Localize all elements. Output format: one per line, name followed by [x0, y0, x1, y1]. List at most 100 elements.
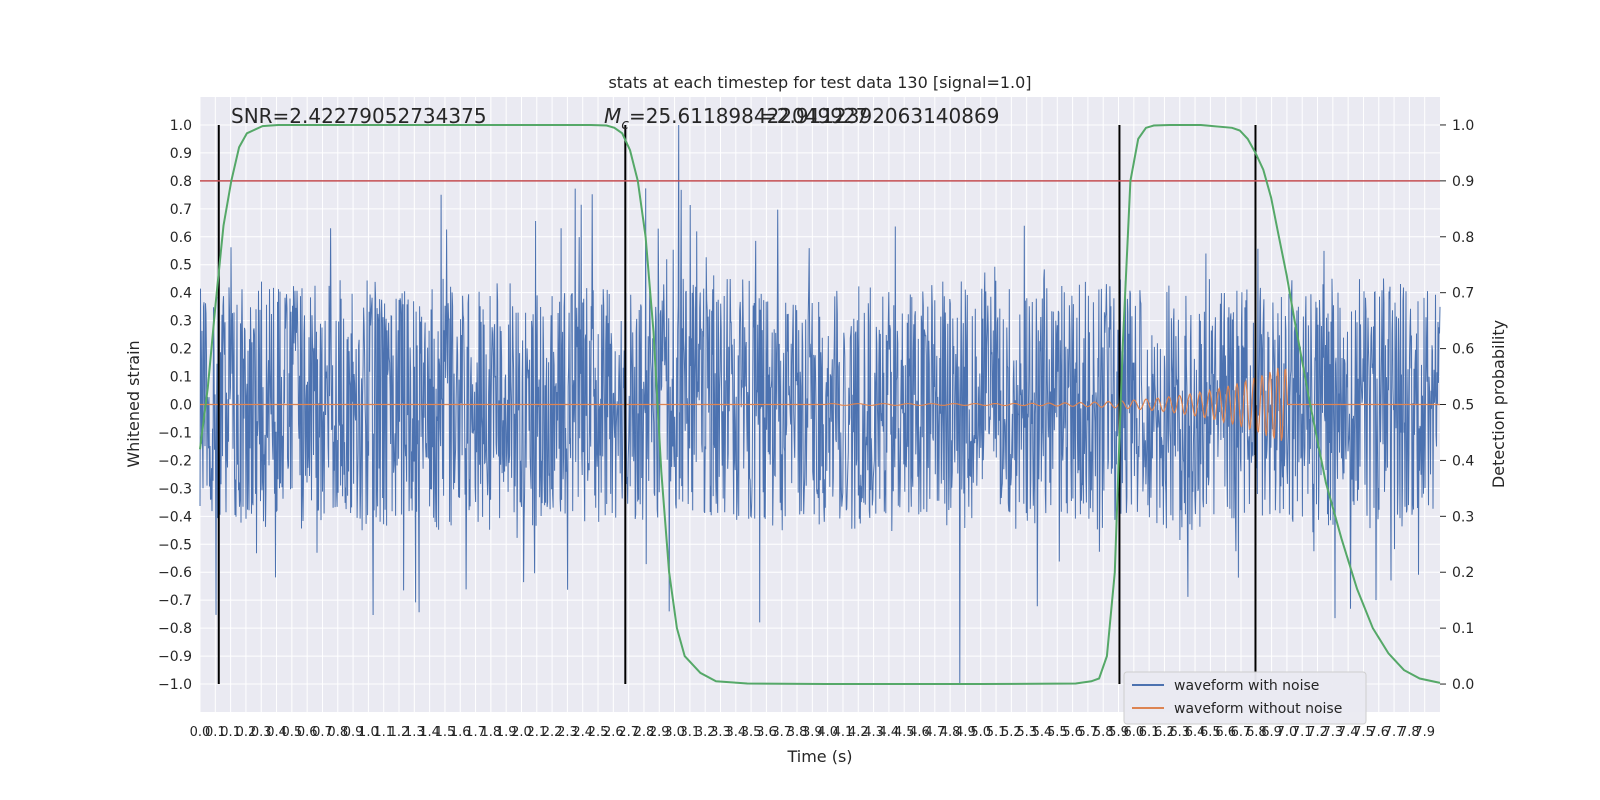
y-axis-label-left: Whitened strain [124, 340, 143, 467]
y-tick-left-label: −0.6 [158, 565, 192, 581]
x-tick-label: 7.0 [1277, 725, 1298, 740]
y-tick-left-label: 0.1 [170, 370, 192, 386]
x-tick-label: 4.3 [863, 725, 884, 740]
y-tick-left-label: 0.0 [170, 398, 192, 414]
x-tick-label: 1.6 [450, 725, 471, 740]
y-tick-right-label: 0.2 [1452, 565, 1474, 581]
x-tick-label: 0.1 [205, 725, 226, 740]
x-axis-label: Time (s) [786, 747, 852, 766]
x-tick-label: 5.3 [1016, 725, 1037, 740]
x-ticks: 0.00.10.10.20.30.40.50.60.70.80.91.01.11… [190, 725, 1435, 740]
y-tick-left-label: −0.4 [158, 509, 192, 525]
x-tick-label: 3.4 [725, 725, 746, 740]
y-tick-left-label: 0.2 [170, 342, 192, 358]
y-tick-left-label: 0.6 [170, 230, 192, 246]
y-axis-label-right: Detection probability [1489, 320, 1508, 488]
x-tick-label: 2.0 [511, 725, 532, 740]
chart-title: stats at each timestep for test data 130… [608, 73, 1031, 92]
snr-annotation: SNR=2.42279052734375 [231, 104, 487, 128]
x-tick-label: 3.6 [756, 725, 777, 740]
x-tick-label: 0.6 [297, 725, 318, 740]
x-tick-label: 3.9 [802, 725, 823, 740]
y-ticks-left: −1.0 −0.9 −0.8 −0.7 −0.6 −0.5 −0.4 −0.3 −0.2 −0.1… [158, 118, 192, 693]
chirp-mass-symbol: M [604, 104, 621, 128]
y-tick-right-label: 0.0 [1452, 677, 1474, 693]
x-tick-label: 4.6 [909, 725, 930, 740]
x-tick-label: 1.5 [435, 725, 456, 740]
x-tick-label: 1.1 [373, 725, 394, 740]
y-tick-right-label: 0.1 [1452, 621, 1474, 637]
x-tick-label: 2.4 [572, 725, 593, 740]
y-tick-left-label: −0.7 [158, 593, 192, 609]
x-tick-label: 7.3 [1322, 725, 1343, 740]
x-tick-label: 4.4 [879, 725, 900, 740]
y-tick-right-label: 0.3 [1452, 509, 1474, 525]
x-tick-label: 0.0 [190, 725, 211, 740]
x-tick-label: 1.2 [389, 725, 410, 740]
x-tick-label: 6.9 [1261, 725, 1282, 740]
y-tick-right-label: 1.0 [1452, 118, 1474, 134]
chirp-mass-value: =25.611898422049927 [629, 104, 868, 128]
y-tick-left-label: 0.4 [170, 286, 192, 302]
x-tick-label: 4.1 [833, 725, 854, 740]
x-tick-label: 4.2 [848, 725, 869, 740]
y-tick-left-label: 0.7 [170, 202, 192, 218]
x-tick-label: 3.1 [680, 725, 701, 740]
x-tick-label: 5.7 [1078, 725, 1099, 740]
y-tick-left-label: 0.5 [170, 258, 192, 274]
x-tick-label: 7.8 [1399, 725, 1420, 740]
x-tick-label: 5.0 [970, 725, 991, 740]
x-tick-label: 5.6 [1062, 725, 1083, 740]
x-tick-label: 0.7 [312, 725, 333, 740]
y-tick-right-label: 0.5 [1452, 398, 1474, 414]
x-tick-label: 6.8 [1246, 725, 1267, 740]
x-tick-label: 7.7 [1384, 725, 1405, 740]
x-tick-label: 5.2 [1001, 725, 1022, 740]
x-tick-label: 6.3 [1169, 725, 1190, 740]
x-tick-label: 1.0 [358, 725, 379, 740]
y-tick-right-label: 0.8 [1452, 230, 1474, 246]
x-tick-label: 0.5 [282, 725, 303, 740]
legend-box [1123, 671, 1367, 725]
x-tick-label: 0.1 [220, 725, 241, 740]
x-tick-label: 5.9 [1108, 725, 1129, 740]
x-tick-label: 3.0 [664, 725, 685, 740]
waveform-without-noise [200, 367, 1440, 441]
x-tick-label: 4.7 [924, 725, 945, 740]
x-tick-label: 3.8 [787, 725, 808, 740]
y-tick-left-label: −0.3 [158, 481, 192, 497]
y-tick-left-label: 0.3 [170, 314, 192, 330]
chirp-mass-subscript: c [621, 117, 629, 133]
y-tick-left-label: 1.0 [170, 118, 192, 134]
noise-trace [199, 124, 1441, 685]
x-tick-label: 0.4 [266, 725, 287, 740]
y-tick-left-label: −0.8 [158, 621, 192, 637]
x-tick-label: 0.3 [251, 725, 272, 740]
x-tick-label: 6.0 [1123, 725, 1144, 740]
y-tick-left-label: 0.8 [170, 174, 192, 190]
x-tick-label: 5.1 [986, 725, 1007, 740]
y-tick-right-label: 0.9 [1452, 174, 1474, 190]
x-tick-label: 7.1 [1292, 725, 1313, 740]
vertical-markers [217, 124, 1257, 685]
waveform-with-noise [199, 124, 1441, 685]
x-tick-label: 2.6 [603, 725, 624, 740]
x-tick-label: 0.9 [343, 725, 364, 740]
x-tick-label: 4.8 [940, 725, 961, 740]
x-tick-label: 2.2 [542, 725, 563, 740]
x-tick-label: 5.8 [1093, 725, 1114, 740]
y-ticks-right: 0.0 0.1 0.2 0.3 0.4 0.5 0.6 0.7 0.8 0.9 1.0 [1440, 118, 1474, 693]
x-tick-label: 6.1 [1139, 725, 1160, 740]
x-tick-label: 6.5 [1200, 725, 1221, 740]
x-tick-label: 2.9 [649, 725, 670, 740]
x-tick-label: 3.5 [741, 725, 762, 740]
x-tick-label: 2.5 [588, 725, 609, 740]
x-tick-label: 2.3 [557, 725, 578, 740]
x-tick-label: 0.2 [236, 725, 257, 740]
x-tick-label: 3.3 [710, 725, 731, 740]
x-tick-label: 6.7 [1231, 725, 1252, 740]
x-tick-label: 2.1 [526, 725, 547, 740]
probability-line [199, 124, 1441, 685]
x-tick-label: 7.2 [1307, 725, 1328, 740]
